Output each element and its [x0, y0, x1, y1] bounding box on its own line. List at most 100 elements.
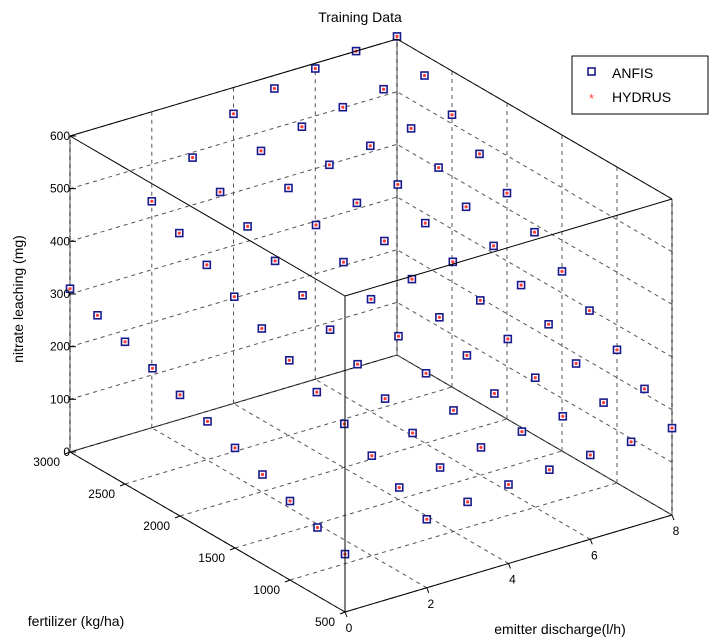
- hydrus-point: [218, 190, 222, 194]
- hydrus-point: [368, 144, 372, 148]
- x-tick-label: 4: [509, 573, 516, 587]
- hydrus-point: [288, 499, 292, 503]
- x-tick-label: 0: [346, 621, 353, 635]
- box-edge: [344, 198, 673, 297]
- z-tick-label: 600: [50, 129, 70, 143]
- hydrus-point: [520, 430, 524, 434]
- hydrus-point: [355, 201, 359, 205]
- hydrus-point: [260, 472, 265, 477]
- y-tick-mark: [339, 611, 346, 615]
- hydrus-point: [438, 465, 442, 470]
- hydrus-point: [587, 309, 592, 313]
- hydrus-point: [450, 113, 454, 117]
- hydrus-point: [422, 73, 427, 78]
- hydrus-point: [574, 361, 578, 366]
- hydrus-point: [425, 517, 429, 521]
- chart-title: Training Data: [318, 9, 402, 25]
- grid-line: [69, 143, 398, 242]
- grid-line: [396, 354, 673, 516]
- hydrus-point: [396, 334, 401, 338]
- box-edge: [69, 38, 398, 137]
- hydrus-point: [506, 337, 510, 341]
- hydrus-point: [301, 293, 305, 297]
- hydrus-point: [328, 328, 332, 332]
- x-tick-mark: [508, 563, 511, 569]
- y-tick-label: 3000: [33, 455, 60, 469]
- grid-line: [289, 482, 618, 581]
- hydrus-point: [397, 485, 401, 490]
- hydrus-point: [547, 468, 552, 472]
- hydrus-point: [150, 366, 155, 370]
- x-tick-mark: [589, 539, 593, 545]
- hydrus-point: [466, 500, 470, 504]
- hydrus-point: [341, 105, 345, 109]
- hydrus-point: [314, 223, 318, 227]
- box-edge: [69, 451, 346, 613]
- hydrus-point: [410, 277, 414, 281]
- legend-box: [571, 55, 709, 115]
- hydrus-point: [464, 205, 468, 209]
- hydrus-point: [327, 163, 331, 167]
- y-tick-mark: [119, 483, 126, 487]
- z-tick-label: 400: [50, 234, 70, 248]
- hydrus-point: [437, 315, 441, 319]
- grid-line: [396, 249, 673, 411]
- hydrus-point: [231, 112, 236, 116]
- hydrus-point: [492, 391, 496, 396]
- grid-line: [396, 91, 673, 253]
- grid-line: [396, 196, 673, 358]
- hydrus-point: [356, 362, 360, 366]
- hydrus-point: [395, 34, 399, 39]
- legend-hydrus-label: HYDRUS: [612, 89, 671, 105]
- grid-line: [69, 91, 398, 190]
- x-tick-mark: [426, 587, 430, 593]
- z-tick-label: 0: [63, 445, 70, 459]
- grid-line: [315, 378, 591, 540]
- hydrus-point: [670, 426, 674, 430]
- hydrus-point: [370, 454, 374, 458]
- hydrus-point: [478, 298, 482, 302]
- z-tick-label: 200: [50, 340, 70, 354]
- hydrus-point: [505, 191, 509, 195]
- hydrus-point: [547, 322, 551, 326]
- hydrus-point: [642, 387, 647, 391]
- hydrus-point: [615, 348, 619, 352]
- hydrus-point: [259, 149, 263, 153]
- hydrus-point: [68, 287, 72, 291]
- y-tick-label: 1500: [198, 551, 225, 565]
- x-axis-label: emitter discharge(l/h): [494, 621, 626, 637]
- box-edge: [69, 135, 346, 297]
- hydrus-point: [602, 401, 606, 405]
- hydrus-point: [205, 419, 210, 423]
- hydrus-point: [341, 260, 346, 264]
- hydrus-point: [191, 156, 195, 160]
- grid-line: [151, 427, 428, 589]
- hydrus-point: [396, 182, 400, 187]
- x-tick-mark: [671, 514, 675, 521]
- hydrus-point: [560, 269, 564, 273]
- hydrus-point: [300, 125, 304, 129]
- hydrus-point: [465, 353, 469, 357]
- hydrus-point: [178, 393, 182, 397]
- hydrus-point: [533, 376, 537, 380]
- z-tick-label: 500: [50, 182, 70, 196]
- hydrus-point: [382, 239, 386, 243]
- grid-line: [179, 418, 508, 517]
- hydrus-point: [629, 440, 633, 444]
- x-tick-label: 2: [427, 597, 434, 611]
- legend-anfis-marker: [587, 67, 596, 76]
- legend-hydrus-marker: *: [589, 91, 594, 106]
- y-tick-label: 1000: [253, 583, 280, 597]
- hydrus-point: [409, 126, 413, 130]
- hydrus-point: [315, 390, 319, 394]
- hydrus-point: [451, 260, 455, 264]
- hydrus-point: [382, 87, 386, 91]
- x-tick-label: 8: [673, 524, 680, 538]
- hydrus-point: [383, 397, 387, 401]
- hydrus-point: [313, 66, 317, 71]
- grid-line: [396, 301, 673, 463]
- hydrus-point: [519, 283, 523, 287]
- hydrus-point: [315, 525, 320, 530]
- y-tick-mark: [229, 547, 236, 551]
- z-axis-label: nitrate leaching (mg): [10, 235, 26, 363]
